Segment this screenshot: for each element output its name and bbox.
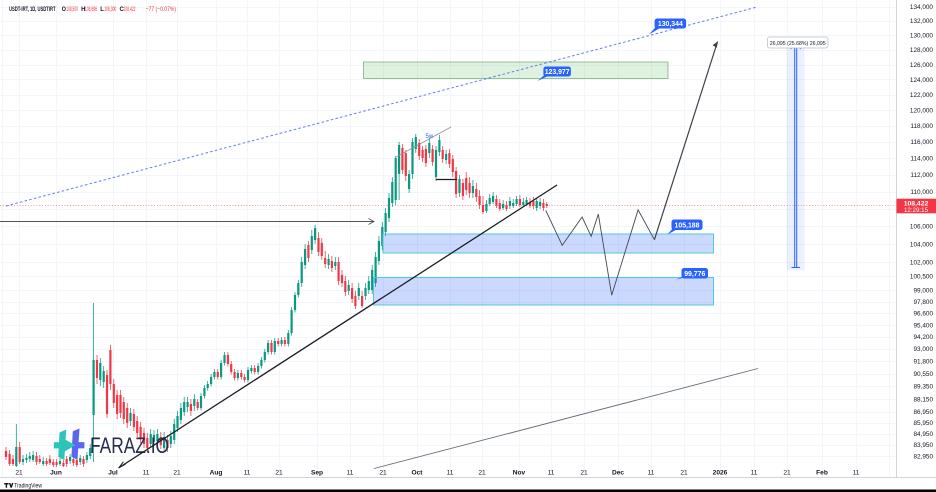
svg-text:99,776: 99,776 [684,271,705,278]
svg-text:11: 11 [548,470,555,477]
svg-text:Jun: Jun [50,470,62,477]
svg-text:11: 11 [751,470,758,477]
svg-text:120,000: 120,000 [910,108,934,115]
svg-text:21: 21 [275,470,283,477]
svg-text:97,800: 97,800 [913,299,933,306]
svg-text:110,000: 110,000 [910,189,933,196]
svg-text:90,550: 90,550 [913,371,933,378]
svg-text:124,000: 124,000 [910,77,934,84]
svg-text:2026: 2026 [713,470,728,477]
svg-text:Oct: Oct [412,470,424,477]
svg-text:Sep: Sep [311,470,323,477]
svg-text:85,950: 85,950 [913,420,933,427]
svg-text:L: L [100,6,104,13]
svg-text:112,000: 112,000 [910,172,933,179]
svg-text:108,422: 108,422 [123,6,135,13]
svg-text:Feb: Feb [816,470,828,477]
svg-text:11: 11 [244,470,251,477]
svg-text:108,300: 108,300 [104,6,116,13]
svg-text:105,188: 105,188 [675,222,700,229]
svg-text:USDT-IRT, 1D, USDTIRT: USDT-IRT, 1D, USDTIRT [9,6,56,13]
svg-text:108,422: 108,422 [904,200,929,207]
svg-text:94,200: 94,200 [913,334,933,341]
svg-text:88,150: 88,150 [913,396,933,403]
svg-text:134,000: 134,000 [910,4,934,11]
svg-text:11: 11 [447,470,454,477]
svg-text:12:29:15: 12:29:15 [904,207,929,214]
svg-text:108,696: 108,696 [85,6,97,13]
svg-text:82,950: 82,950 [913,453,933,460]
svg-text:11: 11 [853,470,860,477]
svg-text:130,344: 130,344 [658,21,683,28]
svg-text:108,500: 108,500 [66,6,78,13]
svg-text:122,000: 122,000 [910,92,934,99]
svg-text:5w: 5w [426,134,434,140]
svg-text:106,000: 106,000 [910,224,934,231]
svg-text:96,600: 96,600 [913,311,933,318]
svg-text:123,977: 123,977 [545,69,570,76]
svg-text:21: 21 [783,470,791,477]
svg-text:83,950: 83,950 [913,442,933,449]
svg-text:11: 11 [143,470,150,477]
svg-text:11: 11 [347,470,354,477]
svg-text:104,000: 104,000 [910,242,934,249]
svg-text:128,000: 128,000 [910,47,934,54]
svg-text:Dec: Dec [612,470,624,477]
svg-text:130,000: 130,000 [910,33,934,40]
svg-text:TradingView: TradingView [14,482,42,489]
svg-text:−77 (−0.07%): −77 (−0.07%) [146,6,176,13]
svg-text:H: H [81,6,86,13]
svg-text:11: 11 [648,470,655,477]
svg-text:21: 21 [580,470,588,477]
svg-text:95,400: 95,400 [913,322,933,329]
svg-text:C: C [120,6,125,13]
svg-text:84,950: 84,950 [913,431,933,438]
svg-text:126,000: 126,000 [910,62,934,69]
svg-text:102,000: 102,000 [910,260,934,267]
svg-text:89,350: 89,350 [913,384,933,391]
svg-text:Nov: Nov [513,470,526,477]
svg-text:21: 21 [173,470,181,477]
svg-text:O: O [62,6,66,13]
svg-text:21: 21 [478,470,486,477]
svg-text:99,000: 99,000 [913,288,933,295]
svg-text:132,000: 132,000 [910,18,934,25]
svg-text:118,000: 118,000 [910,123,933,130]
svg-text:86,950: 86,950 [913,409,933,416]
svg-text:Jul: Jul [108,470,118,477]
svg-text:93,000: 93,000 [913,346,933,353]
svg-text:21: 21 [379,470,387,477]
svg-text:26,095 (25.68%) 26,095: 26,095 (25.68%) 26,095 [770,41,826,47]
svg-text:114,000: 114,000 [910,156,933,163]
svg-text:116,000: 116,000 [910,139,933,146]
svg-text:100,500: 100,500 [910,274,934,281]
svg-text:Aug: Aug [210,470,223,477]
svg-text:91,800: 91,800 [913,358,933,365]
svg-text:21: 21 [680,470,688,477]
svg-text:21: 21 [15,470,23,477]
svg-text:FARAZ.IO: FARAZ.IO [90,433,169,458]
